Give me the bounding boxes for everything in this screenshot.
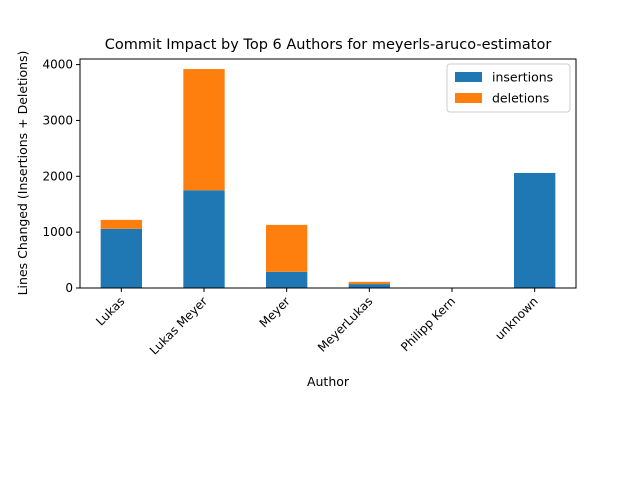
- x-tick-label: MeyerLukas: [315, 294, 376, 355]
- bar-insertions-1: [183, 190, 225, 288]
- bar-deletions-3: [348, 281, 390, 285]
- axes-frame: [79, 58, 577, 289]
- x-tick-label: Lukas: [93, 294, 127, 328]
- bar-insertions-5: [514, 172, 556, 288]
- x-tick-label: Meyer: [257, 294, 293, 330]
- x-tick-label: Philipp Kern: [398, 294, 458, 354]
- legend-swatch-deletions: [455, 93, 482, 103]
- bar-deletions-1: [183, 69, 225, 191]
- x-tick-label: Lukas Meyer: [147, 294, 210, 357]
- legend-swatch-insertions: [455, 72, 482, 82]
- y-tick-label: 4000: [42, 58, 73, 72]
- bar-insertions-3: [348, 284, 390, 288]
- bar-deletions-2: [266, 224, 308, 272]
- legend-label-deletions: deletions: [492, 91, 549, 106]
- bar-insertions-2: [266, 271, 308, 288]
- legend-label-insertions: insertions: [492, 70, 553, 85]
- x-axis-label: Author: [307, 374, 350, 389]
- bar-deletions-0: [100, 219, 142, 229]
- y-tick-label: 3000: [42, 113, 73, 127]
- y-tick-label: 0: [65, 281, 73, 295]
- legend: insertions deletions: [446, 63, 571, 113]
- y-axis-label: Lines Changed (Insertions + Deletions): [15, 51, 30, 296]
- y-tick-label: 2000: [42, 169, 73, 183]
- y-tick-label: 1000: [42, 225, 73, 239]
- chart-title: Commit Impact by Top 6 Authors for meyer…: [105, 37, 552, 53]
- x-tick-label: unknown: [492, 294, 540, 342]
- bar-insertions-0: [100, 228, 142, 288]
